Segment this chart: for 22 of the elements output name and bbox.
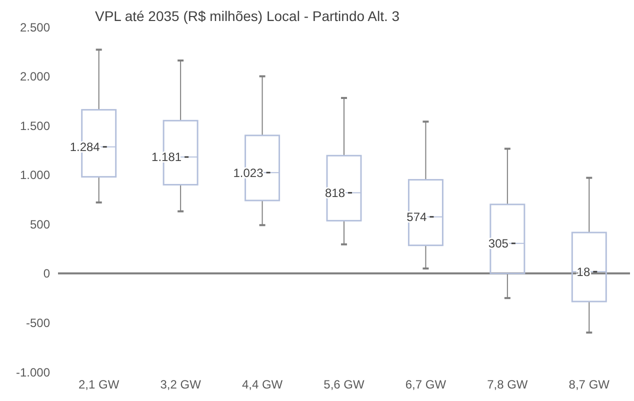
y-tick-label: 2.000	[20, 70, 50, 84]
x-tick-label: 5,6 GW	[324, 378, 366, 392]
text: 818	[324, 186, 345, 200]
x-tick-label: 6,7 GW	[405, 378, 447, 392]
text: 574	[406, 210, 427, 224]
chart-title: VPL até 2035 (R$ milhões) Local - Partindo Alt. 3	[95, 8, 400, 24]
x-tick-label: 7,8 GW	[487, 378, 528, 392]
x-tick-label: 4,4 GW	[242, 378, 284, 392]
y-tick-label: -1.000	[16, 365, 50, 380]
text: 1.181	[152, 150, 182, 164]
y-tick-label: 1.500	[20, 118, 50, 133]
text: 305	[488, 236, 508, 251]
x-tick-label: 2,1 GW	[78, 378, 120, 392]
text: 1.023	[233, 166, 264, 180]
y-tick-label: 2.500	[20, 20, 50, 34]
x-tick-label: 3,2 GW	[160, 378, 202, 392]
y-tick-label: 1.000	[20, 168, 50, 182]
y-tick-label: 0	[43, 266, 50, 281]
text: 1.284	[70, 140, 100, 154]
y-tick-label: -500	[26, 316, 50, 330]
x-tick-label: 8,7 GW	[568, 378, 610, 392]
y-tick-label: 500	[30, 217, 50, 232]
